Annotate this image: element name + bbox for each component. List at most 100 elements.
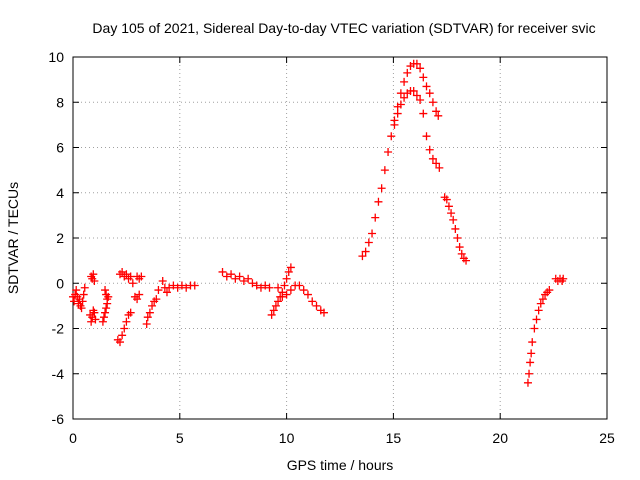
data-point (282, 274, 291, 283)
data-point (126, 308, 135, 317)
data-point (425, 89, 434, 98)
data-point (358, 252, 367, 261)
x-tick-label: 20 (492, 430, 508, 446)
data-point (90, 276, 99, 285)
data-point (393, 109, 402, 118)
data-point (148, 301, 157, 310)
data-point (371, 213, 380, 222)
y-tick-label: -2 (52, 321, 65, 337)
data-point (295, 281, 304, 290)
x-axis-ticks: 0 5 10 15 20 25 (69, 57, 615, 446)
data-point (274, 297, 283, 306)
data-point (303, 290, 312, 299)
y-tick-label: -6 (52, 411, 65, 427)
data-point (432, 107, 441, 116)
data-point (527, 349, 536, 358)
grid-lines (73, 57, 607, 419)
data-point (244, 274, 253, 283)
data-point (312, 301, 321, 310)
data-point (90, 308, 99, 317)
data-point (400, 77, 409, 86)
x-tick-label: 10 (279, 430, 295, 446)
data-point (101, 308, 110, 317)
data-point (534, 306, 543, 315)
data-point (137, 272, 146, 281)
data-point (526, 358, 535, 367)
data-point (79, 290, 88, 299)
data-point (78, 297, 87, 306)
y-tick-label: 4 (56, 185, 64, 201)
data-point (412, 91, 421, 100)
data-point (523, 378, 532, 387)
data-point (444, 202, 453, 211)
data-point (122, 317, 131, 326)
data-point (368, 229, 377, 238)
data-point (182, 283, 191, 292)
data-point (377, 184, 386, 193)
data-point (361, 247, 370, 256)
data-point (530, 324, 539, 333)
data-point (133, 295, 142, 304)
data-point (453, 234, 462, 242)
data-point (89, 270, 98, 279)
data-point (267, 310, 276, 319)
data-point (538, 295, 547, 304)
data-point (99, 313, 108, 322)
data-point (280, 281, 289, 290)
data-point (299, 286, 308, 295)
data-point (165, 283, 174, 292)
data-point (449, 215, 458, 224)
data-point (428, 154, 437, 163)
data-point (173, 283, 182, 292)
data-point (455, 243, 464, 252)
data-point (416, 64, 425, 73)
data-point (282, 290, 291, 299)
data-point (286, 286, 295, 295)
data-point (422, 82, 431, 91)
data-point (101, 286, 110, 295)
data-point (400, 93, 409, 102)
data-point (235, 272, 244, 281)
data-point (451, 224, 460, 233)
data-point (434, 111, 443, 120)
data-point (104, 292, 113, 301)
data-point (274, 283, 283, 292)
data-point (248, 279, 257, 288)
data-point (364, 238, 373, 247)
data-point (387, 132, 396, 141)
data-point (308, 297, 317, 306)
y-tick-label: 6 (56, 140, 64, 156)
data-point (419, 73, 428, 82)
data-point (218, 267, 227, 276)
data-point (143, 313, 152, 322)
data-point (77, 304, 86, 313)
data-point (252, 281, 261, 290)
x-tick-label: 15 (386, 430, 402, 446)
data-point (239, 276, 248, 285)
data-point (128, 279, 137, 288)
data-point (98, 317, 107, 326)
y-tick-label: 8 (56, 94, 64, 110)
data-point (559, 274, 568, 283)
data-point (120, 324, 129, 333)
data-point (72, 286, 81, 295)
data-point (442, 195, 451, 204)
x-tick-label: 25 (599, 430, 615, 446)
data-point (231, 274, 240, 283)
data-point (91, 315, 100, 324)
data-point (152, 295, 161, 304)
chart-title: Day 105 of 2021, Sidereal Day-to-day VTE… (92, 20, 595, 36)
data-point (135, 290, 144, 299)
data-point (261, 281, 270, 290)
data-point (412, 59, 421, 68)
data-point (70, 297, 79, 306)
data-point (390, 116, 399, 125)
data-point (142, 319, 151, 328)
data-point (528, 338, 537, 347)
data-point (169, 281, 178, 290)
data-point (462, 256, 471, 265)
data-point (190, 281, 199, 290)
x-tick-label: 0 (69, 430, 77, 446)
data-point (457, 249, 466, 258)
data-point (284, 267, 293, 276)
